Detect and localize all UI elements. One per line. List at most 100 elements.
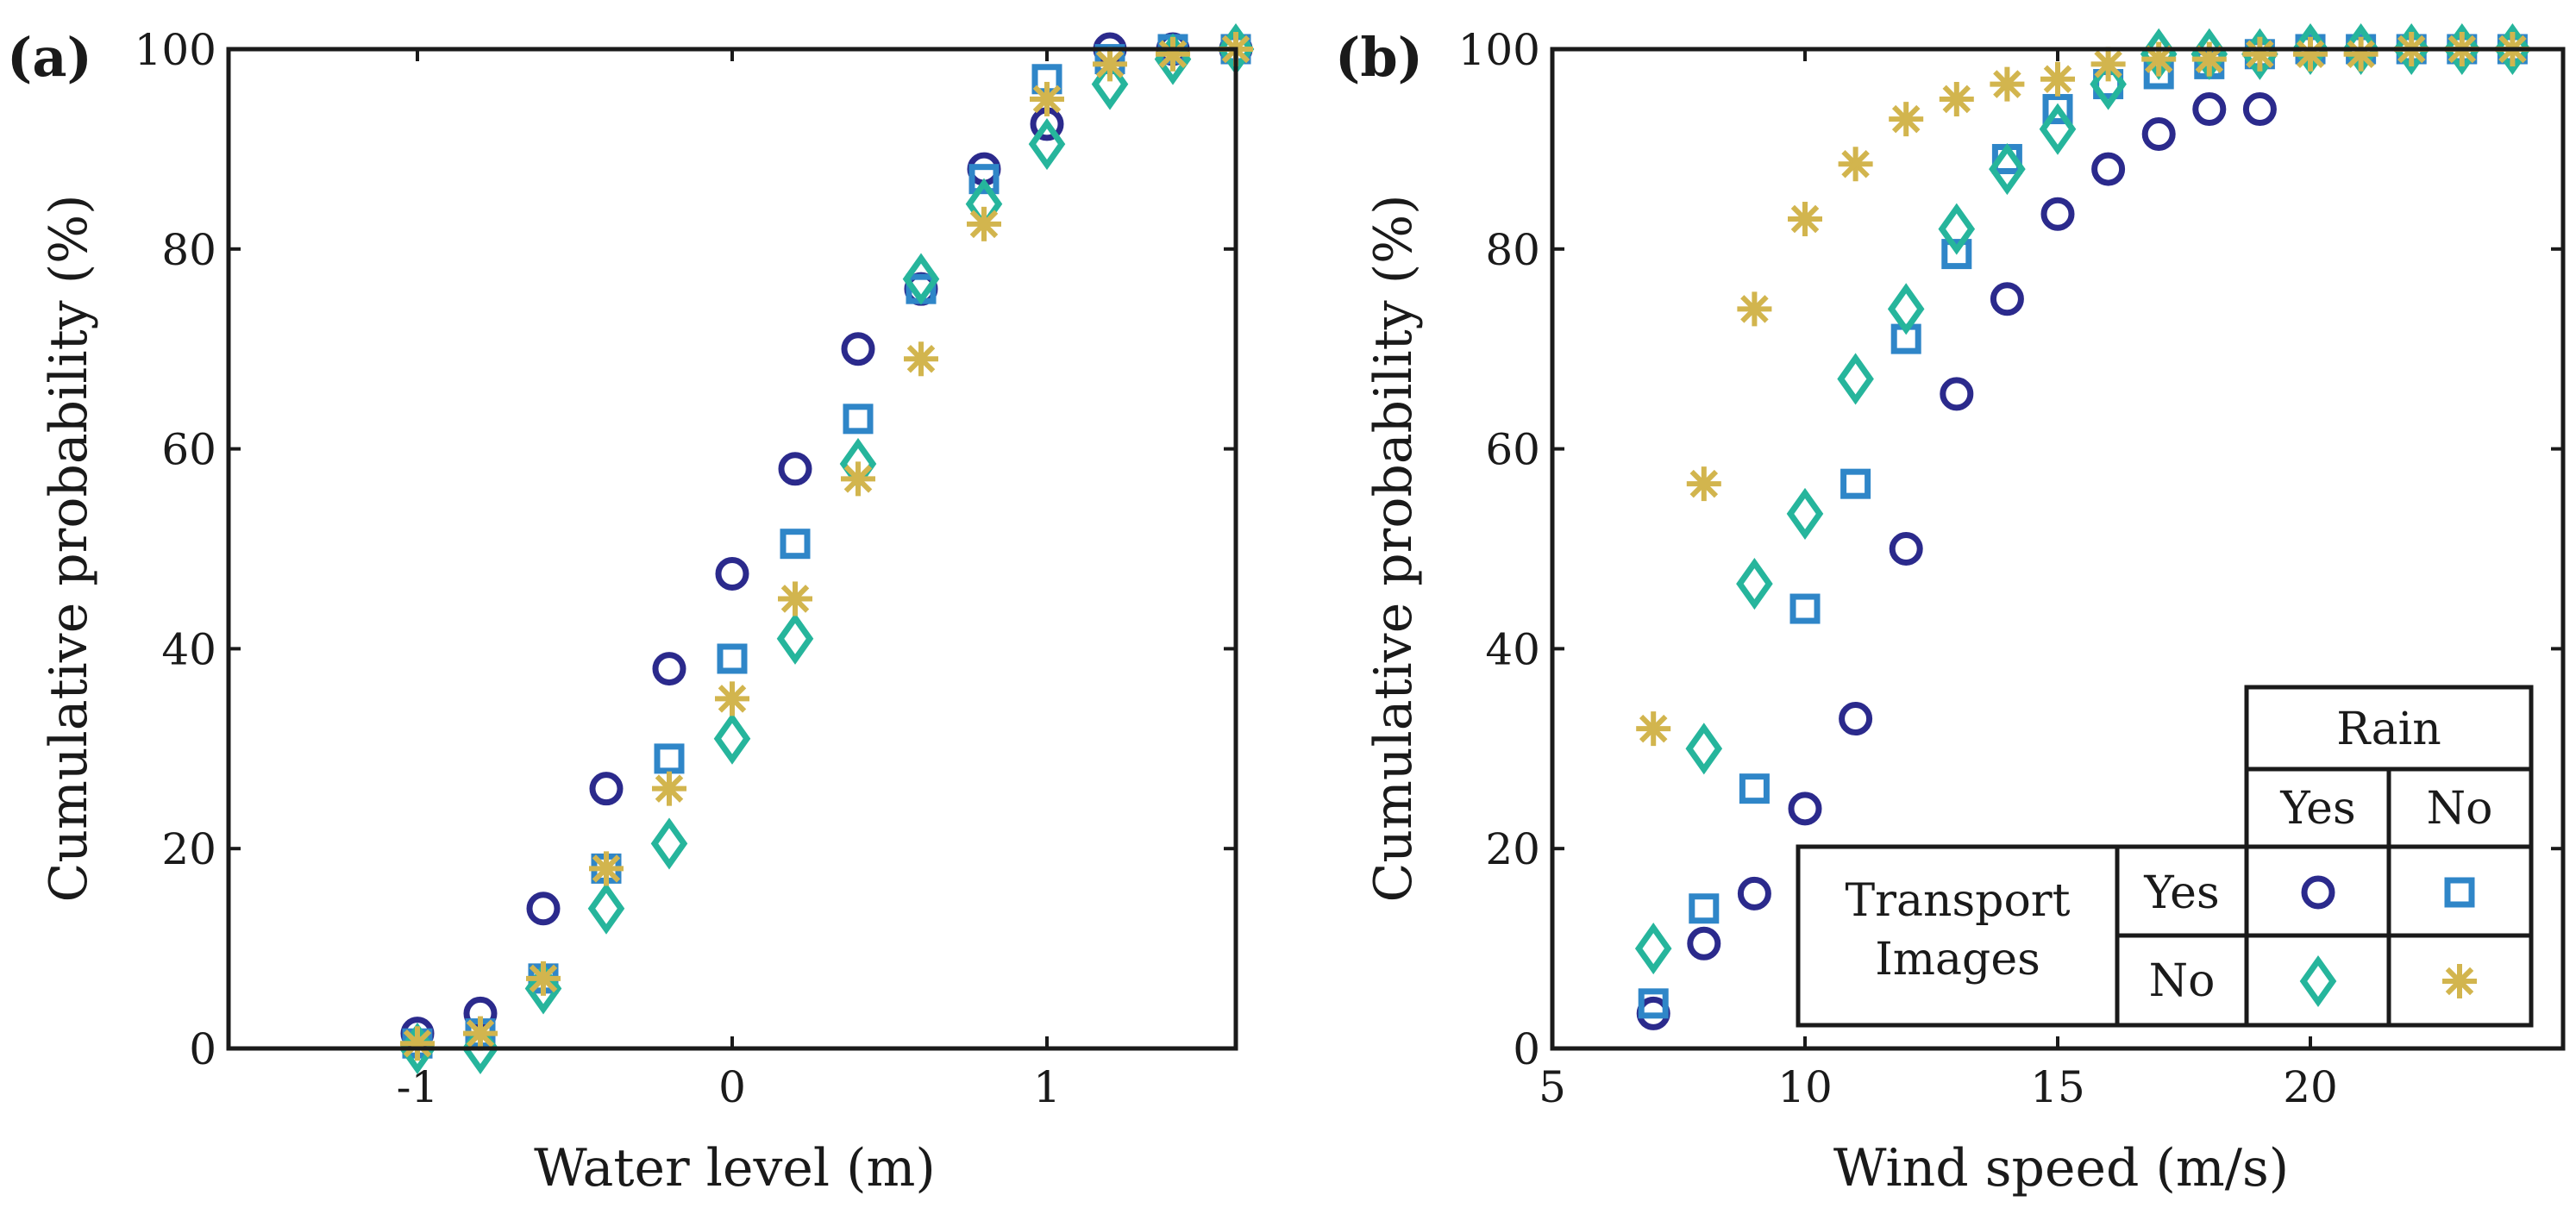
star-marker-stroke — [2094, 50, 2122, 78]
star-marker-stroke — [969, 210, 999, 239]
panel-b-point-circle — [1940, 377, 1974, 411]
legend-rain-no: No — [2427, 783, 2493, 835]
panel-a-point-circle — [652, 652, 686, 686]
star-marker-stroke — [1032, 84, 1062, 114]
star-marker-stroke — [466, 1019, 495, 1048]
panel-b-xtick-label: 10 — [1777, 1062, 1833, 1112]
panel-b-ytick-label: 20 — [1485, 824, 1540, 874]
panel-a-series-yes-yes — [400, 32, 1253, 1051]
panel-a-xlabel: Water level (m) — [534, 1138, 936, 1198]
panel-a-point-star — [1030, 81, 1064, 116]
panel-b-point-star — [1686, 466, 1721, 502]
panel-b-point-star — [1788, 202, 1822, 237]
panel-b-point-star — [2090, 47, 2126, 82]
legend-marker-diamond — [2299, 954, 2337, 1008]
panel-a: (a) Cumulative probability (%) Water lev… — [7, 22, 1255, 1198]
legend-markers — [2299, 875, 2477, 1008]
legend-marker-circle — [2301, 875, 2335, 910]
panel-a-point-star — [841, 461, 875, 497]
panel-a-point-star — [1156, 36, 1190, 72]
star-marker-stroke — [2347, 40, 2375, 69]
panel-a-ylabel: Cumulative probability (%) — [39, 194, 99, 902]
panel-b-point-circle — [1737, 876, 1771, 910]
panel-b-point-square — [1789, 593, 1821, 624]
panel-a-ytick-label: 100 — [135, 25, 216, 75]
panel-a-point-square — [843, 404, 874, 435]
panel-b-point-diamond — [1938, 203, 1976, 255]
panel-b-point-star — [2293, 36, 2328, 72]
panel-a-ytick-label: 40 — [161, 624, 216, 674]
star-marker-stroke — [718, 685, 747, 713]
panel-b-point-circle — [2141, 117, 2176, 152]
panel-b-point-diamond — [1837, 353, 1874, 405]
panel-a-point-square — [968, 164, 1000, 195]
panel-b-ylabel: Cumulative probability (%) — [1363, 194, 1424, 902]
star-marker-stroke — [906, 345, 936, 373]
panel-a-point-star — [1093, 47, 1127, 82]
panel-a-label: (a) — [7, 26, 92, 89]
legend-transport-no: No — [2149, 955, 2216, 1007]
star-marker-stroke — [403, 1029, 432, 1058]
star-marker-stroke — [2445, 967, 2474, 996]
panel-a-point-star — [400, 1026, 435, 1061]
panel-b-point-circle — [1889, 532, 1923, 566]
legend-transport-line1: Transport — [1845, 875, 2070, 927]
panel-b-ytick-label: 80 — [1485, 225, 1540, 275]
legend-rain-yes: Yes — [2279, 783, 2355, 835]
panel-a-point-circle — [715, 556, 749, 591]
panel-b-point-diamond — [1685, 723, 1723, 775]
panel-a-frame — [226, 47, 1238, 1051]
panel-b-point-square — [1689, 893, 1720, 924]
panel-b-point-star — [1737, 291, 1772, 327]
panel-b-ytick-label: 40 — [1485, 624, 1540, 674]
panel-a-point-star — [715, 681, 749, 717]
panel-b-point-circle — [2091, 152, 2126, 186]
panel-a-point-diamond — [524, 962, 562, 1015]
panel-b-point-square — [2042, 94, 2073, 125]
legend-table: Rain Yes No Transport Images Yes No — [1796, 685, 2534, 1028]
panel-a-point-diamond — [776, 612, 814, 665]
star-marker-stroke — [780, 585, 810, 613]
panel-a-marks — [398, 22, 1255, 1075]
panel-a-point-diamond — [713, 712, 751, 765]
star-marker-stroke — [2246, 40, 2274, 69]
star-marker-stroke — [1891, 104, 1921, 134]
panel-a-ytick-label: 0 — [189, 1024, 216, 1074]
panel-b-point-diamond — [1989, 143, 2026, 196]
panel-b-point-circle — [1990, 282, 2024, 316]
panel-b-point-star — [1889, 102, 1924, 137]
panel-b-point-square — [1739, 773, 1770, 804]
panel-b-ytick-label: 100 — [1458, 25, 1540, 75]
panel-b-frame — [1550, 47, 2566, 1051]
panel-a-point-star — [904, 341, 938, 377]
legend-marker-star — [2442, 964, 2477, 998]
panel-a-point-circle — [778, 452, 812, 486]
panel-b-point-diamond — [1736, 558, 1773, 610]
panel-b: (b) Cumulative probability (%) Wind spee… — [1335, 22, 2566, 1198]
panel-a-xtick-label: 0 — [718, 1062, 746, 1112]
legend-rain-header: Rain — [2336, 704, 2441, 755]
star-marker-stroke — [1639, 714, 1668, 743]
panel-b-point-star — [2242, 36, 2278, 72]
panel-b-point-square — [1840, 468, 1871, 499]
star-marker-stroke — [592, 854, 621, 883]
panel-b-ticks: 5 10 15 20 0 20 40 60 80 100 — [1458, 25, 2563, 1112]
panel-b-point-star — [1636, 711, 1671, 747]
panel-a-point-diamond — [587, 882, 625, 935]
star-marker-stroke — [1689, 469, 1719, 498]
panel-b-point-diamond — [1786, 487, 1824, 540]
star-marker-stroke — [843, 465, 873, 493]
panel-b-point-circle — [1687, 926, 1721, 961]
panel-b-xtick-label: 15 — [2030, 1062, 2085, 1112]
panel-b-point-circle — [2192, 92, 2227, 127]
panel-a-point-square — [780, 529, 811, 560]
panel-b-point-diamond — [2039, 103, 2077, 155]
panel-b-point-square — [1941, 239, 1972, 270]
panel-b-point-circle — [1839, 702, 1873, 736]
panel-a-xtick-label: 1 — [1033, 1062, 1061, 1112]
legend-transport-line2: Images — [1875, 934, 2040, 986]
panel-b-point-circle — [2242, 92, 2277, 127]
panel-a-point-star — [526, 961, 561, 996]
legend-marker-square — [2444, 877, 2475, 908]
